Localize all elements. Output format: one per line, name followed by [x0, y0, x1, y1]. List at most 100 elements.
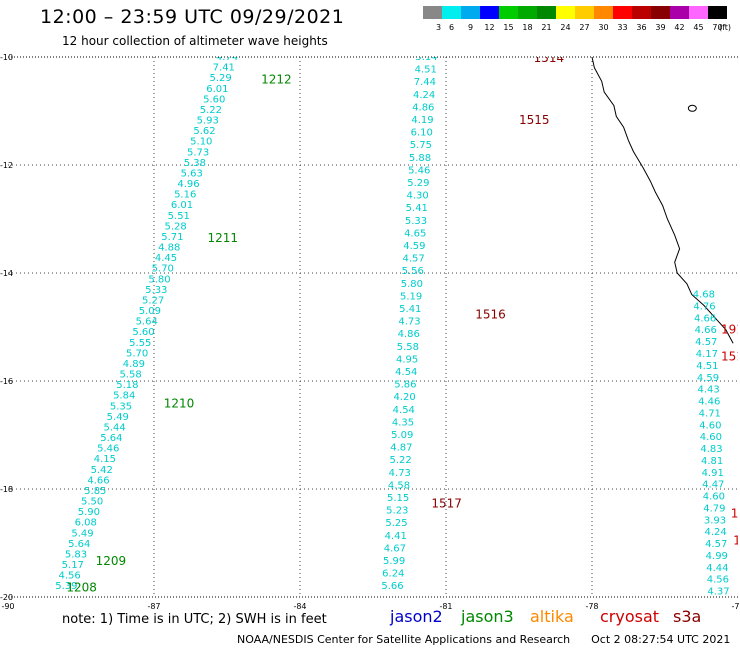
legend-label: 6: [449, 23, 454, 32]
wave-height-value: 4.99: [706, 551, 728, 562]
wave-height-value: 4.35: [392, 417, 414, 428]
wave-height-value: 5.25: [385, 518, 407, 529]
wave-height-value: 4.44: [706, 563, 728, 574]
wave-height-value: 4.54: [395, 367, 417, 378]
wave-height-value: 5.73: [187, 147, 209, 158]
wave-height-value: 3.93: [704, 515, 726, 526]
wave-height-value: 4.57: [695, 337, 717, 348]
legend-swatch: [651, 6, 670, 19]
lon-tick-label: -84: [293, 602, 306, 611]
footer-agency: NOAA/NESDIS Center for Satellite Applica…: [237, 633, 571, 646]
wave-height-value: 5.14: [415, 52, 437, 63]
legend-swatch: [499, 6, 518, 19]
legend-swatch: [480, 6, 499, 19]
wave-height-value: 5.85: [84, 486, 106, 497]
wave-height-value: 4.45: [155, 253, 177, 264]
legend-swatch: [670, 6, 689, 19]
wave-height-value: 5.62: [193, 126, 215, 137]
wave-height-value: 6.01: [206, 84, 228, 95]
wave-height-value: 7.44: [414, 77, 436, 88]
legend-label: 42: [674, 23, 684, 32]
wave-height-value: 5.70: [126, 348, 148, 359]
wave-height-value: 5.70: [152, 264, 174, 275]
lat-tick-label: -18: [0, 485, 13, 494]
pass-time-label: 1208: [66, 580, 97, 594]
lat-tick-label: -10: [0, 53, 13, 62]
legend-swatch: [575, 6, 594, 19]
wave-height-value: 4.67: [384, 543, 406, 554]
wave-height-value: 5.93: [197, 116, 219, 127]
legend-label: 3: [436, 23, 441, 32]
wave-height-value: 5.51: [168, 211, 190, 222]
wave-height-value: 5.10: [190, 137, 212, 148]
wave-height-value: 5.49: [107, 412, 129, 423]
legend-label: 30: [598, 23, 608, 32]
wave-height-value: 5.18: [116, 380, 138, 391]
lon-tick-label: -75: [731, 602, 740, 611]
lat-tick-label: -14: [0, 269, 13, 278]
legend-label: 18: [522, 23, 532, 32]
wave-height-value: 5.39: [55, 581, 77, 592]
legend-label: 45: [693, 23, 703, 32]
wave-height-value: 4.86: [412, 102, 434, 113]
lat-tick-label: -20: [0, 593, 13, 602]
wave-height-value: 4.79: [703, 503, 725, 514]
wave-height-value: 5.84: [113, 391, 135, 402]
wave-height-value: 5.75: [410, 140, 432, 151]
wave-height-value: 4.47: [702, 480, 724, 491]
wave-height-value: 4.51: [696, 361, 718, 372]
wave-height-value: 5.44: [103, 422, 125, 433]
wave-height-value: 4.46: [698, 397, 720, 408]
wave-height-value: 4.60: [699, 420, 721, 431]
legend-swatch: [689, 6, 708, 19]
wave-height-value: 4.15: [94, 454, 116, 465]
wave-height-value: 4.65: [404, 228, 426, 239]
legend-swatch: [556, 6, 575, 19]
wave-height-value: 5.86: [394, 380, 416, 391]
pass-time-label: 1515: [519, 113, 550, 127]
legend-swatch: [442, 6, 461, 19]
map-content: 4.747.415.296.015.605.225.935.625.105.73…: [55, 52, 740, 598]
legend-swatch: [423, 6, 442, 19]
wave-height-value: 5.58: [119, 370, 141, 381]
wave-height-value: 5.29: [209, 73, 231, 84]
wave-height-value: 5.46: [408, 165, 430, 176]
wave-height-value: 5.71: [161, 232, 183, 243]
wave-height-value: 5.35: [110, 401, 132, 412]
wave-height-value: 5.09: [391, 430, 413, 441]
legend-s3a: s3a: [673, 607, 702, 626]
wave-height-value: 7.41: [213, 63, 235, 74]
wave-height-value: 5.80: [401, 279, 423, 290]
wave-height-value: 5.15: [387, 493, 409, 504]
wave-height-value: 4.59: [403, 241, 425, 252]
wave-height-value: 5.64: [136, 317, 158, 328]
wave-height-value: 4.73: [389, 468, 411, 479]
legend-jason3: jason3: [461, 607, 514, 626]
wave-height-value: 5.28: [164, 221, 186, 232]
wave-height-value: 5.49: [71, 528, 93, 539]
pass-time-label: 1517: [431, 497, 462, 511]
wave-height-value: 5.63: [181, 168, 203, 179]
wave-height-value: 4.73: [398, 317, 420, 328]
wave-height-value: 5.66: [381, 581, 403, 592]
legend-label: 9: [468, 23, 473, 32]
wave-height-value: 4.24: [413, 90, 435, 101]
wave-height-value: 5.99: [383, 556, 405, 567]
wave-height-value: 5.17: [62, 560, 84, 571]
legend-swatch: [708, 6, 727, 19]
wave-height-value: 5.55: [129, 338, 151, 349]
legend-swatch: [537, 6, 556, 19]
wave-height-value: 4.89: [123, 359, 145, 370]
wave-height-value: 4.76: [693, 302, 715, 313]
lat-tick-label: -12: [0, 161, 13, 170]
wave-height-value: 4.17: [696, 349, 718, 360]
pass-time-label: 19: [731, 506, 740, 520]
wave-height-value: 4.37: [707, 587, 729, 598]
wave-height-value: 5.50: [81, 497, 103, 508]
wave-height-value: 5.16: [174, 190, 196, 201]
wave-height-value: 5.22: [389, 455, 411, 466]
pass-time-label: 1916: [721, 323, 740, 337]
pass-time-label: 1514: [721, 350, 740, 364]
wave-height-value: 5.41: [399, 304, 421, 315]
wave-height-value: 4.59: [697, 373, 719, 384]
